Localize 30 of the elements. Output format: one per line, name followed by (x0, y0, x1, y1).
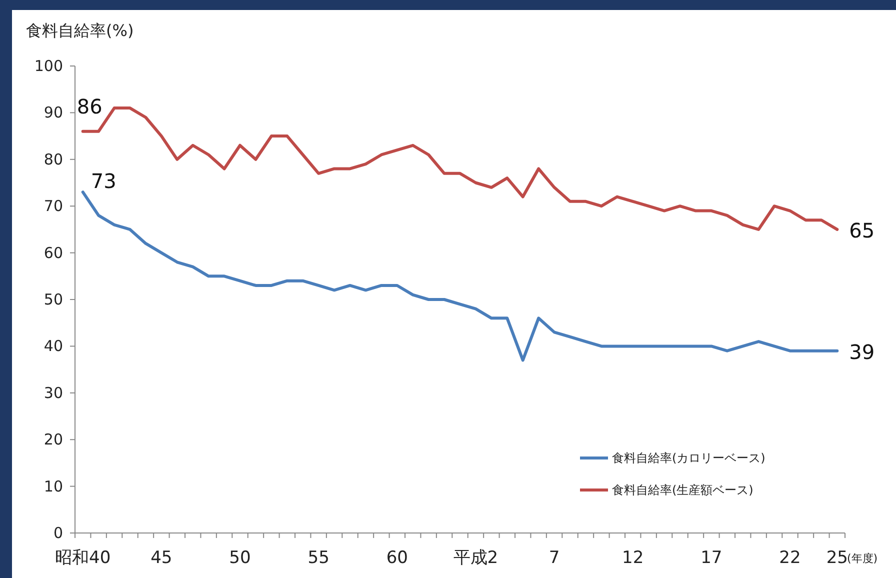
x-tick-label: 12 (622, 548, 644, 568)
y-tick-label: 20 (44, 430, 63, 449)
x-tick-label: 55 (308, 548, 330, 568)
x-tick-label: 45 (150, 548, 172, 568)
y-tick-label: 40 (44, 337, 63, 356)
data-label: 65 (849, 218, 875, 242)
y-tick-label: 60 (44, 244, 63, 262)
data-label: 73 (90, 169, 116, 194)
y-tick-label: 100 (34, 57, 63, 75)
y-tick-label: 90 (44, 104, 63, 122)
x-tick-label: 7 (548, 548, 560, 568)
data-label: 39 (849, 340, 875, 364)
y-tick-label: 50 (44, 290, 63, 308)
x-tick-label: 25 (826, 548, 848, 568)
data-label: 86 (76, 94, 102, 118)
x-tick-label: 22 (779, 548, 801, 568)
x-tick-label: 昭和40 (55, 548, 111, 568)
y-tick-label: 80 (44, 150, 63, 168)
y-tick-label: 0 (53, 524, 63, 542)
legend-label: 食料自給率(生産額ベース) (612, 483, 754, 497)
y-tick-label: 30 (44, 384, 63, 402)
y-tick-label: 70 (44, 197, 63, 216)
x-axis-title: (年度) (847, 552, 878, 565)
y-axis-title: 食料自給率(%) (26, 21, 134, 40)
x-tick-label: 17 (700, 548, 722, 568)
x-tick-label: 平成2 (453, 548, 498, 568)
legend-label: 食料自給率(カロリーベース) (612, 451, 766, 465)
x-tick-label: 60 (386, 548, 408, 568)
x-tick-label: 50 (229, 548, 251, 568)
y-tick-label: 10 (44, 477, 63, 496)
